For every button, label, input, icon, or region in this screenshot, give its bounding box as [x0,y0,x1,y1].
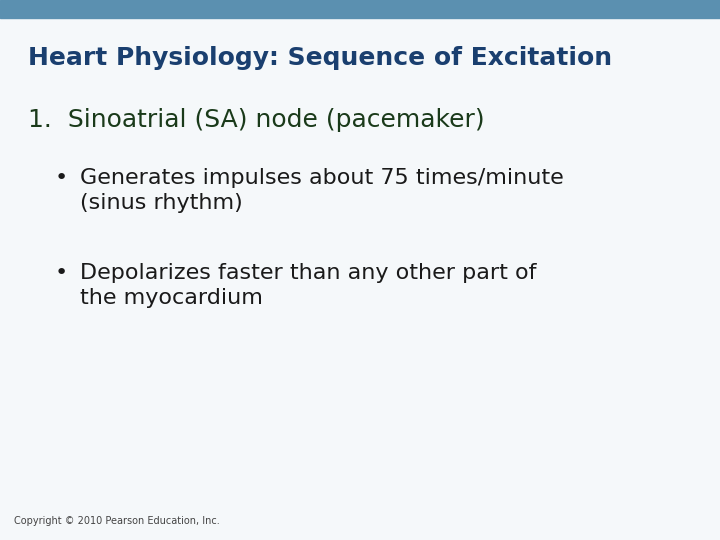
Text: Depolarizes faster than any other part of: Depolarizes faster than any other part o… [80,263,536,283]
Bar [0,0,720,18]
Text: (sinus rhythm): (sinus rhythm) [80,193,243,213]
Text: •: • [55,168,68,188]
Text: the myocardium: the myocardium [80,288,263,308]
Text: •: • [55,263,68,283]
Text: Copyright © 2010 Pearson Education, Inc.: Copyright © 2010 Pearson Education, Inc. [14,516,220,526]
Text: Generates impulses about 75 times/minute: Generates impulses about 75 times/minute [80,168,564,188]
Text: 1.  Sinoatrial (SA) node (pacemaker): 1. Sinoatrial (SA) node (pacemaker) [28,108,485,132]
Text: Heart Physiology: Sequence of Excitation: Heart Physiology: Sequence of Excitation [28,46,612,70]
